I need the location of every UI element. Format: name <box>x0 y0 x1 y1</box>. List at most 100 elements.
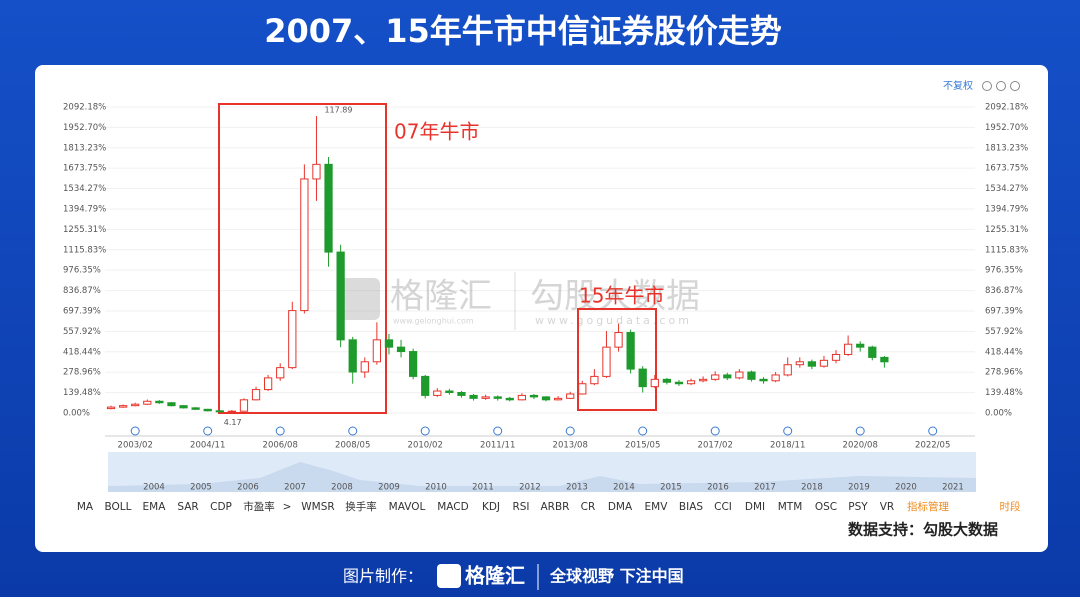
indicator-tab[interactable]: OSC <box>815 501 837 513</box>
annotation: 15年牛市 <box>579 284 664 308</box>
event-marker[interactable] <box>783 426 793 436</box>
indicator-tab[interactable]: SAR <box>177 501 198 513</box>
x-tick-label: 2017/02 <box>698 441 733 451</box>
event-marker[interactable] <box>710 426 720 436</box>
candle-body <box>747 371 756 380</box>
y-tick-label: 2092.18% <box>63 102 106 112</box>
x-tick-label: 2013/08 <box>553 441 588 451</box>
y-tick-label: 278.96% <box>63 368 101 378</box>
y-tick-label: 2092.18% <box>985 102 1028 112</box>
indicator-tab[interactable]: 市盈率 <box>243 500 275 513</box>
candle-body <box>880 356 889 363</box>
y-tick-label: 1115.83% <box>63 245 106 255</box>
highlight-box <box>577 308 657 411</box>
candle-body <box>723 374 732 379</box>
event-marker[interactable] <box>348 426 358 436</box>
navigator-year: 2011 <box>472 483 494 493</box>
navigator-year: 2016 <box>707 483 729 493</box>
x-tick-label: 2004/11 <box>190 441 225 451</box>
indicator-tab[interactable]: MAVOL <box>389 501 426 513</box>
indicator-tab[interactable]: EMA <box>143 501 167 513</box>
candle-body <box>650 378 659 388</box>
indicator-tab[interactable]: RSI <box>512 501 529 513</box>
indicator-tab[interactable]: CR <box>581 501 596 513</box>
y-tick-label: 1673.75% <box>985 164 1028 174</box>
event-marker[interactable] <box>420 426 430 436</box>
y-tick-label: 836.87% <box>63 286 101 296</box>
candle-body <box>856 343 865 348</box>
candle-body <box>300 178 309 312</box>
indicator-tab[interactable]: VR <box>880 501 894 513</box>
indicator-tab[interactable]: ARBR <box>541 501 570 513</box>
event-marker[interactable] <box>855 426 865 436</box>
event-marker[interactable] <box>928 426 938 436</box>
indicator-tab[interactable]: KDJ <box>482 501 500 513</box>
footer-label: 图片制作： <box>343 567 423 586</box>
navigator-year: 2020 <box>895 483 917 493</box>
indicator-tab[interactable]: BOLL <box>105 501 132 513</box>
indicator-tab[interactable]: EMV <box>645 501 669 513</box>
indicator-tab[interactable]: 时段 <box>1000 500 1021 513</box>
candle-body <box>626 332 635 370</box>
candle-body <box>493 396 502 399</box>
candle-body <box>372 339 381 363</box>
candle-body <box>167 402 176 407</box>
indicator-tab[interactable]: MACD <box>437 501 468 513</box>
indicator-tab[interactable]: CDP <box>210 501 232 513</box>
indicator-tab[interactable]: 换手率 <box>345 500 377 513</box>
indicator-tab[interactable]: PSY <box>848 501 868 513</box>
annotation: 07年牛市 <box>394 120 479 144</box>
navigator-year: 2010 <box>425 483 447 493</box>
adjust-toggle[interactable]: 不复权 <box>943 79 973 92</box>
event-marker[interactable] <box>493 426 503 436</box>
candle-body <box>807 361 816 367</box>
candle-body <box>336 251 345 341</box>
zoom-in-icon[interactable] <box>1010 81 1020 91</box>
navigator-year: 2019 <box>848 483 870 493</box>
indicator-tab[interactable]: DMA <box>608 501 633 513</box>
indicator-tab[interactable]: MA <box>77 501 94 513</box>
navigator-year: 2005 <box>190 483 212 493</box>
y-tick-label: 1952.70% <box>63 123 106 133</box>
source: 数据支持：勾股大数据 <box>848 521 998 539</box>
x-tick-label: 2010/02 <box>408 441 443 451</box>
event-marker[interactable] <box>130 426 140 436</box>
navigator-year: 2008 <box>331 483 353 493</box>
indicator-tab[interactable]: CCI <box>714 501 732 513</box>
highlight-box <box>218 103 387 414</box>
x-tick-label: 2003/02 <box>118 441 153 451</box>
candle-body <box>819 359 829 367</box>
candle-body <box>529 394 539 398</box>
indicator-tab[interactable]: 指标管理 <box>907 500 949 513</box>
x-tick-label: 2006/08 <box>263 441 298 451</box>
indicator-tab[interactable]: MTM <box>778 501 803 513</box>
y-tick-label: 557.92% <box>63 327 101 337</box>
indicator-tab[interactable]: WMSR <box>301 501 334 513</box>
y-tick-label: 418.44% <box>63 347 101 357</box>
y-tick-label: 836.87% <box>985 286 1023 296</box>
navigator-year: 2009 <box>378 483 400 493</box>
reset-icon[interactable] <box>982 81 992 91</box>
candle-body <box>554 397 563 401</box>
candle-body <box>396 346 406 353</box>
event-marker[interactable] <box>275 426 285 436</box>
event-marker[interactable] <box>638 426 648 436</box>
navigator-year: 2017 <box>754 483 776 493</box>
candle-body <box>457 391 466 396</box>
candle-body <box>384 339 394 348</box>
candle-body <box>360 361 369 373</box>
candle-body <box>288 310 297 369</box>
indicator-tab[interactable]: > <box>283 501 292 513</box>
footer-brand: 格隆汇 <box>465 564 525 588</box>
indicator-tab[interactable]: DMI <box>745 501 765 513</box>
footer-logo <box>437 564 461 588</box>
event-marker[interactable] <box>203 426 213 436</box>
candle-body <box>771 374 780 382</box>
y-tick-label: 976.35% <box>63 266 101 276</box>
event-marker[interactable] <box>565 426 575 436</box>
indicator-tab[interactable]: BIAS <box>679 501 703 513</box>
watermark-url: www.gelonghui.com <box>393 317 474 326</box>
zoom-out-icon[interactable] <box>996 81 1006 91</box>
y-tick-label: 1255.31% <box>63 225 106 235</box>
navigator-year: 2006 <box>237 483 259 493</box>
